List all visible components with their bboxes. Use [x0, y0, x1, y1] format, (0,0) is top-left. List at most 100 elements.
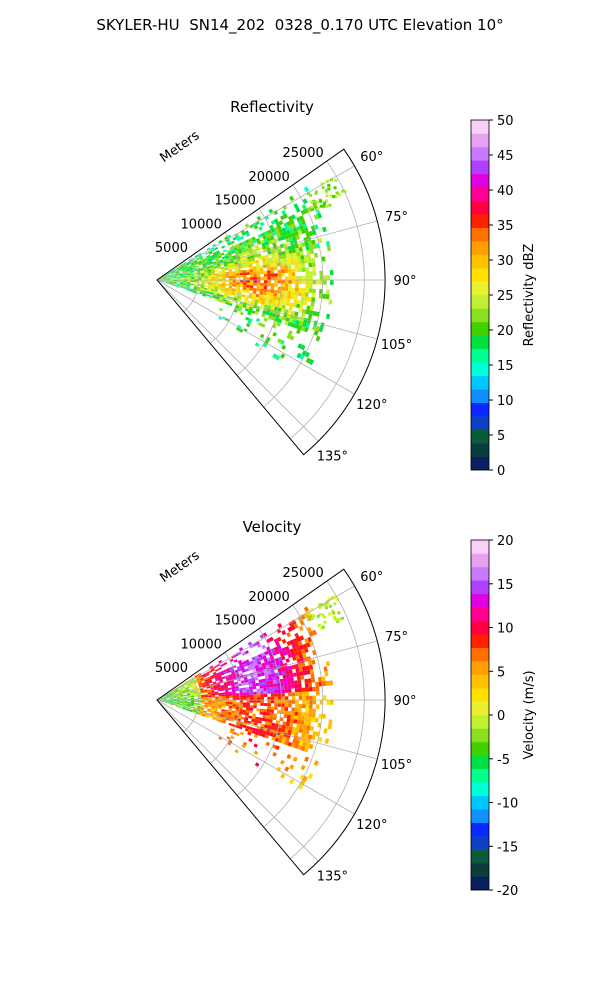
- colorbar-swatch: [471, 715, 489, 729]
- radar-gate: [227, 294, 232, 297]
- radar-gate: [249, 287, 254, 291]
- radar-gate: [248, 261, 253, 265]
- radar-gate: [218, 272, 222, 275]
- radar-gate: [304, 747, 309, 753]
- radar-gate: [236, 695, 240, 698]
- radar-gate: [241, 669, 246, 673]
- radar-gate: [304, 716, 309, 722]
- radar-gate: [208, 282, 212, 285]
- radar-gate: [228, 254, 233, 258]
- radar-gate: [267, 280, 271, 284]
- radar-gate: [225, 694, 229, 697]
- radar-gate: [295, 655, 300, 660]
- radar-gate: [321, 625, 325, 629]
- radar-gate: [298, 280, 303, 285]
- colorbar-swatch: [471, 348, 489, 363]
- colorbar-swatch: [471, 795, 489, 810]
- radar-gate: [198, 255, 203, 259]
- radar-gate: [178, 268, 182, 271]
- radar-gate: [327, 187, 331, 191]
- radar-gate: [293, 260, 298, 265]
- radar-gate: [188, 685, 192, 688]
- range-ring: [210, 652, 241, 764]
- radar-gate: [211, 258, 216, 261]
- radar-gate: [178, 690, 183, 693]
- radar-gate: [282, 721, 287, 726]
- radar-gate: [225, 677, 230, 681]
- radar-gate: [187, 281, 191, 283]
- radar-gate: [305, 267, 309, 272]
- radar-gate: [296, 328, 301, 335]
- radar-gate: [176, 278, 181, 280]
- radar-gate: [214, 256, 219, 260]
- reflectivity-grid: [156, 148, 386, 456]
- radar-gate: [245, 305, 250, 310]
- colorbar-swatch: [471, 809, 489, 823]
- radar-gate: [233, 659, 238, 663]
- radar-gate: [210, 268, 215, 271]
- radar-gate: [187, 264, 192, 268]
- radar-gate: [281, 304, 286, 310]
- radar-gate: [215, 700, 219, 702]
- radar-gate: [169, 702, 174, 704]
- radar-gate: [262, 291, 267, 296]
- radar-gate: [196, 678, 201, 681]
- radar-gate: [197, 681, 202, 685]
- radar-gate: [169, 694, 173, 696]
- radar-gate: [165, 275, 170, 277]
- radar-gate: [291, 696, 296, 700]
- radar-gate: [297, 220, 303, 226]
- radar-gate: [260, 672, 265, 677]
- radar-gate: [210, 254, 214, 258]
- radar-gate: [302, 198, 308, 205]
- radar-gate: [182, 270, 187, 273]
- radar-gate: [233, 297, 238, 301]
- radar-gate: [213, 712, 218, 716]
- radar-gate: [218, 270, 222, 274]
- radar-gate: [247, 664, 252, 669]
- radar-gate: [244, 650, 249, 655]
- radar-gate: [276, 322, 281, 327]
- radar-gate: [305, 309, 310, 315]
- radar-gate: [173, 697, 177, 699]
- radar-gate: [292, 319, 297, 324]
- radar-gate: [310, 608, 314, 612]
- radar-gate: [205, 682, 210, 685]
- radar-gate: [264, 254, 269, 259]
- colorbar-swatch: [471, 335, 489, 350]
- radar-gate: [210, 265, 214, 268]
- radar-gate: [300, 209, 306, 216]
- colorbar-swatch: [471, 540, 489, 554]
- radar-gate: [309, 704, 313, 709]
- radar-gate: [304, 241, 309, 247]
- radar-gate: [180, 701, 184, 703]
- radar-gate: [274, 280, 278, 284]
- colorbar-swatch: [471, 416, 489, 430]
- radar-gate: [169, 701, 174, 703]
- radar-gate: [305, 245, 310, 251]
- radar-gate: [186, 704, 191, 706]
- radar-gate: [323, 615, 327, 619]
- radar-gate: [187, 280, 191, 282]
- radar-gate: [280, 269, 285, 274]
- radar-gate: [199, 292, 203, 295]
- radar-gate: [165, 695, 170, 698]
- radar-gate: [172, 271, 176, 274]
- radar-gate: [252, 686, 257, 690]
- radar-gate: [255, 716, 259, 721]
- radar-gate: [293, 623, 299, 629]
- radar-gate: [260, 282, 264, 286]
- radar-gate: [218, 696, 223, 699]
- radar-gate: [193, 691, 197, 693]
- radar-gate: [205, 262, 210, 265]
- radar-gate: [258, 666, 264, 671]
- radar-gate: [314, 191, 318, 195]
- radar-gate: [203, 710, 207, 713]
- radar-gate: [307, 721, 312, 726]
- radar-gate: [169, 700, 174, 702]
- radar-gate: [280, 290, 285, 295]
- radar-gate: [245, 239, 250, 244]
- radar-gate: [258, 732, 263, 737]
- radar-gate: [172, 691, 176, 694]
- radar-gate: [219, 259, 223, 262]
